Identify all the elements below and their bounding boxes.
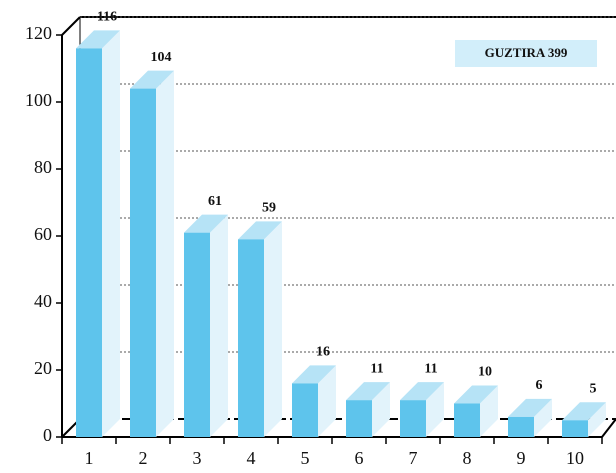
bar — [184, 232, 210, 437]
value-label: 16 — [316, 345, 330, 360]
value-label: 6 — [536, 378, 543, 393]
bar-top — [292, 365, 336, 384]
bar — [454, 403, 480, 437]
bar-side — [426, 382, 444, 437]
bar-side — [156, 70, 174, 437]
bar-side — [588, 402, 606, 437]
x-tick-label: 8 — [463, 448, 472, 468]
bar-top — [130, 70, 174, 89]
bar-side — [318, 365, 336, 437]
y-tick-label: 0 — [43, 425, 52, 445]
bar-side — [102, 30, 120, 438]
x-tick-label: 4 — [247, 448, 256, 468]
x-tick-label: 10 — [566, 448, 584, 468]
y-tick-label: 60 — [34, 224, 52, 244]
bar — [130, 88, 156, 437]
value-label: 5 — [590, 381, 597, 396]
value-label: 104 — [151, 50, 172, 65]
y-tick-label: 20 — [34, 358, 52, 378]
bar-top — [184, 214, 228, 233]
bar-side — [372, 382, 390, 437]
value-label: 61 — [208, 194, 222, 209]
bar-side — [210, 214, 228, 437]
y-tick-label: 100 — [25, 90, 52, 110]
bar — [76, 48, 102, 438]
value-label: 116 — [97, 10, 117, 25]
x-tick-label: 6 — [355, 448, 364, 468]
annotation: GUZTIRA 399 — [485, 45, 568, 60]
value-label: 11 — [370, 361, 383, 376]
x-tick-label: 2 — [139, 448, 148, 468]
y-tick-label: 120 — [25, 23, 52, 43]
y-axis-depth — [61, 16, 81, 36]
bar — [292, 383, 318, 437]
x-tick-label: 5 — [301, 448, 310, 468]
value-label: 11 — [424, 361, 437, 376]
x-axis-depth-right — [601, 418, 616, 438]
bar-top — [508, 398, 552, 417]
bar-top — [238, 221, 282, 240]
bar-top — [562, 402, 606, 421]
bar — [238, 239, 264, 437]
y-tick-label: 80 — [34, 157, 52, 177]
value-label: 10 — [478, 365, 492, 380]
bar — [346, 400, 372, 437]
bar-top — [454, 385, 498, 404]
bar — [400, 400, 426, 437]
x-tick-label: 7 — [409, 448, 418, 468]
bar-top — [400, 382, 444, 401]
bar — [508, 416, 534, 437]
bar-top — [76, 30, 120, 49]
bar-side — [534, 398, 552, 437]
y-tick-label: 40 — [34, 291, 52, 311]
bar-side — [264, 221, 282, 437]
annotation-box — [455, 40, 597, 67]
bar — [562, 420, 588, 437]
bar-side — [480, 385, 498, 437]
value-label: 59 — [262, 201, 276, 216]
bar-top — [346, 382, 390, 401]
x-tick-label: 9 — [517, 448, 526, 468]
x-tick-label: 3 — [193, 448, 202, 468]
x-tick-label: 1 — [85, 448, 94, 468]
